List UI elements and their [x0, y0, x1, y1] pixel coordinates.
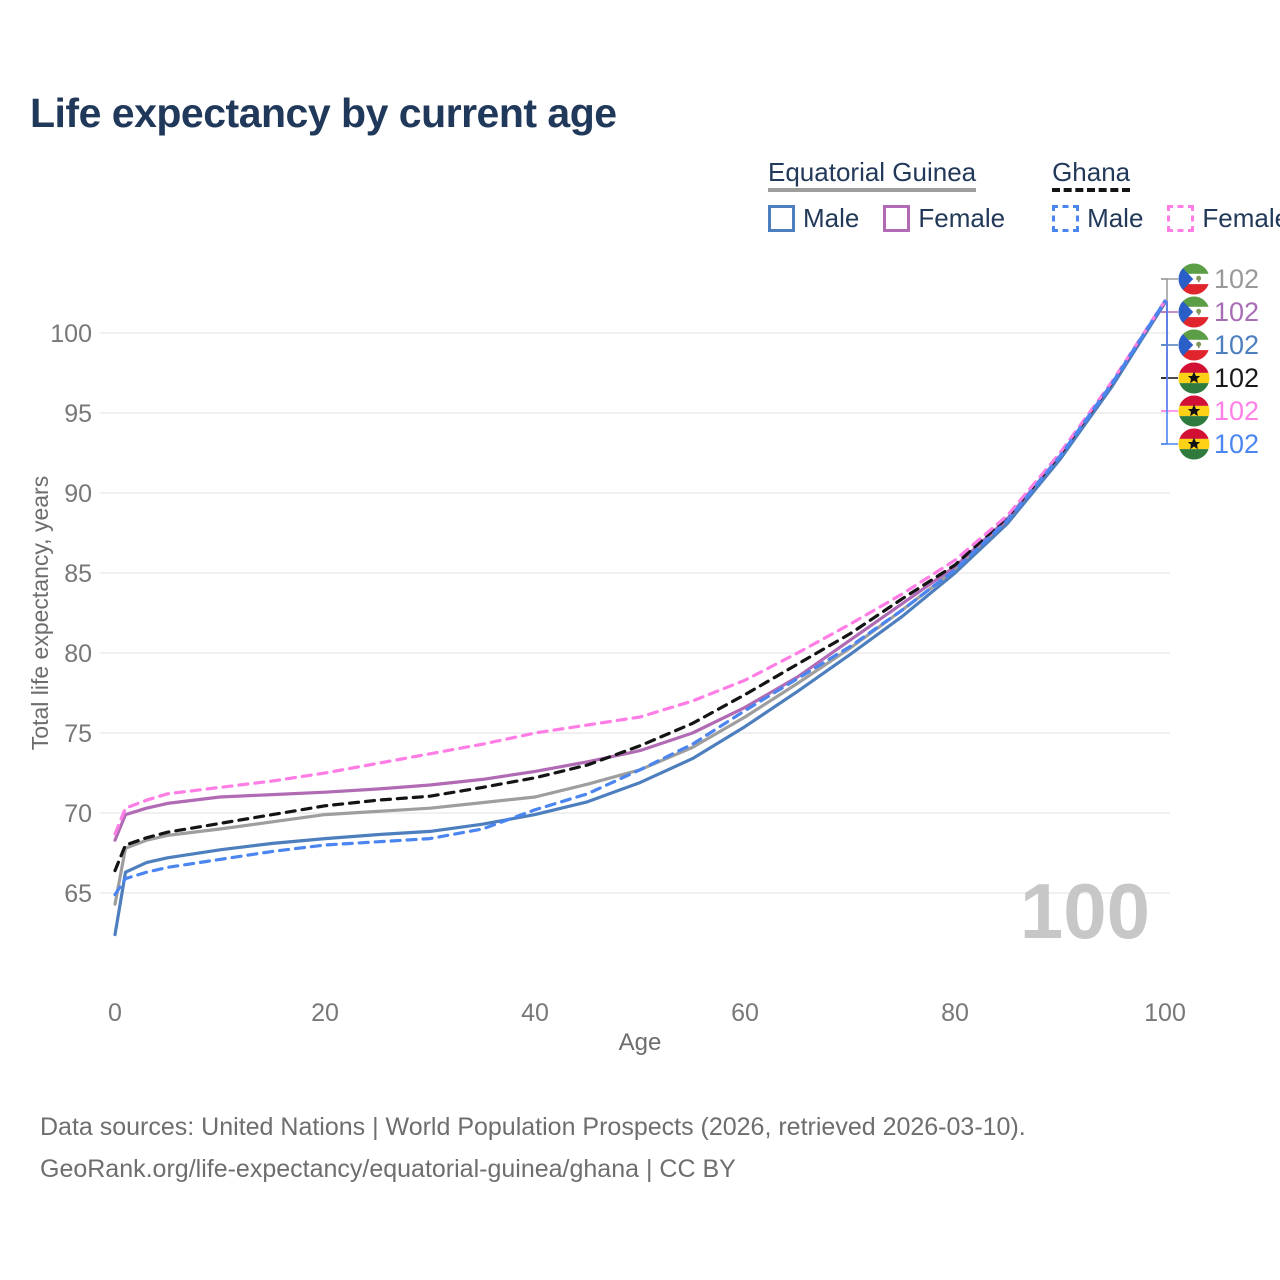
series-line-gh-female[interactable] — [113, 299, 1167, 836]
legend-group-equatorial-guinea: Equatorial Guinea Male Female — [768, 157, 1005, 234]
y-tick-label-65: 65 — [64, 880, 92, 908]
y-tick-label-85: 85 — [64, 560, 92, 588]
legend-item-eq-male[interactable]: Male — [768, 203, 859, 234]
gh-female-swatch-icon — [1167, 205, 1195, 232]
end-value-label-gh-total: 102 — [1214, 363, 1259, 393]
y-tick-label-100: 100 — [50, 320, 92, 348]
y-tick-label-70: 70 — [64, 800, 92, 828]
equatorial-guinea-flag-icon — [1178, 263, 1210, 295]
x-tick-label-40: 40 — [521, 999, 549, 1027]
end-connector-gh-female — [1161, 301, 1168, 412]
ghana-flag-icon — [1178, 362, 1210, 394]
ghana-flag-icon — [1178, 395, 1210, 427]
ghana-flag-icon — [1178, 428, 1210, 460]
y-tick-label-95: 95 — [64, 400, 92, 428]
y-tick-label-90: 90 — [64, 480, 92, 508]
end-value-label-eq-total: 102 — [1214, 264, 1259, 294]
chart-footer: Data sources: United Nations | World Pop… — [40, 1106, 1026, 1190]
legend-items-ghana: Male Female — [1052, 203, 1280, 234]
legend-item-label: Female — [1202, 203, 1280, 233]
legend-items-equatorial-guinea: Male Female — [768, 203, 1005, 234]
legend-header-equatorial-guinea[interactable]: Equatorial Guinea — [768, 157, 977, 192]
end-connector-gh-male — [1161, 301, 1168, 445]
y-tick-label-80: 80 — [64, 640, 92, 668]
chart-legend: Equatorial Guinea Male Female Ghana Male… — [768, 157, 1280, 234]
gh-male-swatch-icon — [1052, 205, 1080, 232]
end-value-label-eq-female: 102 — [1214, 297, 1259, 327]
equatorial-guinea-flag-icon — [1178, 329, 1210, 361]
x-tick-label-60: 60 — [731, 999, 759, 1027]
end-value-label-gh-male: 102 — [1214, 429, 1259, 459]
equatorial-guinea-flag-icon — [1178, 296, 1210, 328]
x-tick-label-20: 20 — [311, 999, 339, 1027]
eq-female-swatch-icon — [883, 205, 911, 232]
x-tick-label-0: 0 — [108, 999, 122, 1027]
legend-item-label: Male — [1087, 203, 1144, 233]
x-axis-title: Age — [619, 1029, 662, 1056]
data-sources-text: Data sources: United Nations | World Pop… — [40, 1113, 1026, 1141]
legend-item-eq-female[interactable]: Female — [883, 203, 1005, 234]
y-tick-label-75: 75 — [64, 720, 92, 748]
legend-item-gh-female[interactable]: Female — [1167, 203, 1280, 234]
attribution-link-text[interactable]: GeoRank.org/life-expectancy/equatorial-g… — [40, 1155, 736, 1183]
series-line-gh-total[interactable] — [113, 299, 1167, 873]
series-line-eq-female[interactable] — [113, 301, 1167, 842]
legend-item-label: Female — [918, 203, 1006, 233]
legend-item-gh-male[interactable]: Male — [1052, 203, 1143, 234]
x-tick-label-100: 100 — [1144, 999, 1186, 1027]
series-line-eq-male[interactable] — [113, 301, 1167, 937]
end-value-label-gh-female: 102 — [1214, 396, 1259, 426]
age-watermark: 100 — [1020, 867, 1150, 955]
legend-header-ghana[interactable]: Ghana — [1052, 157, 1131, 192]
legend-item-label: Male — [803, 203, 860, 233]
end-connector-eq-total — [1161, 278, 1168, 303]
page-title: Life expectancy by current age — [30, 90, 617, 136]
eq-male-swatch-icon — [768, 205, 795, 232]
end-value-label-eq-male: 102 — [1214, 330, 1259, 360]
x-tick-label-80: 80 — [941, 999, 969, 1027]
legend-group-ghana: Ghana Male Female — [1052, 157, 1280, 234]
series-line-gh-male[interactable] — [113, 299, 1167, 897]
y-axis-title: Total life expectancy, years — [27, 476, 53, 750]
